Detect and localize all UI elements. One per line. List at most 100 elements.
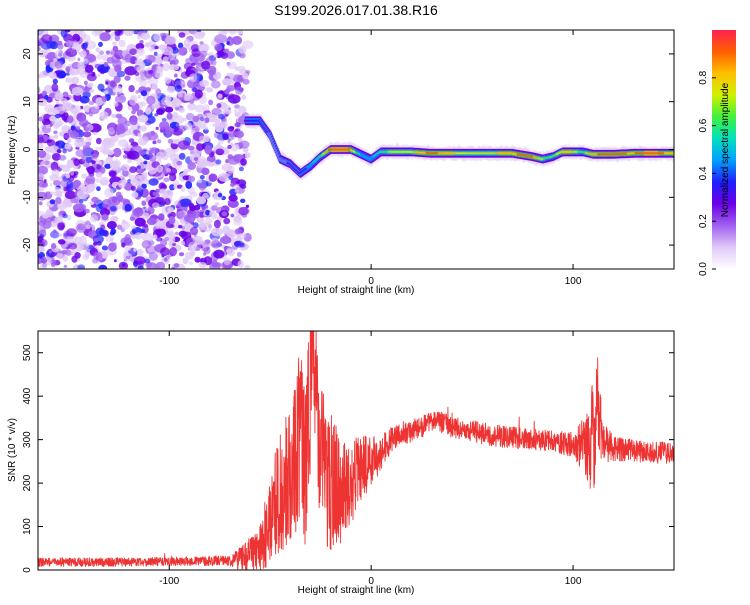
- noise-speckle: [95, 171, 103, 178]
- noise-speckle: [79, 118, 89, 128]
- noise-speckle: [242, 72, 249, 80]
- noise-speckle: [178, 152, 186, 160]
- noise-speckle: [190, 227, 199, 236]
- noise-speckle: [48, 135, 55, 141]
- noise-speckle: [38, 143, 44, 150]
- noise-speckle: [234, 240, 245, 248]
- noise-speckle: [83, 126, 90, 132]
- noise-speckle: [159, 127, 165, 133]
- noise-speckle: [178, 125, 187, 132]
- noise-speckle: [42, 220, 52, 229]
- noise-speckle: [165, 106, 174, 113]
- noise-speckle: [129, 97, 137, 106]
- noise-speckle: [44, 160, 50, 165]
- noise-speckle: [38, 86, 41, 95]
- noise-speckle: [190, 44, 200, 52]
- noise-speckle: [45, 249, 55, 259]
- chart-title: S199.2026.017.01.38.R16: [274, 2, 438, 18]
- noise-speckle: [160, 247, 170, 257]
- noise-speckle: [230, 183, 235, 187]
- noise-speckle: [182, 175, 189, 180]
- noise-speckle: [147, 69, 154, 75]
- snr-series: [38, 331, 674, 570]
- noise-speckle: [70, 126, 75, 131]
- noise-speckle: [39, 233, 45, 239]
- noise-speckle: [51, 153, 61, 161]
- noise-speckle: [140, 32, 151, 40]
- noise-speckle: [180, 219, 186, 224]
- noise-speckle: [110, 31, 116, 37]
- noise-speckle: [234, 228, 242, 235]
- noise-speckle: [69, 131, 80, 139]
- x-tick-label: 0: [368, 576, 374, 587]
- spectrogram-x-label: Height of straight line (km): [298, 285, 415, 296]
- noise-speckle: [148, 47, 155, 52]
- noise-speckle: [193, 157, 199, 161]
- noise-speckle: [124, 53, 132, 63]
- noise-speckle: [118, 261, 129, 269]
- noise-speckle: [161, 97, 169, 106]
- noise-speckle: [54, 190, 63, 197]
- noise-speckle: [123, 182, 133, 191]
- noise-speckle: [158, 219, 166, 227]
- y-tick-label: -20: [22, 237, 33, 252]
- noise-speckle: [114, 34, 121, 42]
- spectrogram-x-ticks: -100 0 100: [159, 30, 582, 287]
- noise-speckle: [126, 150, 140, 160]
- colorbar: 0.0 0.2 0.4 0.6 0.8 Normalized spectral ampl…: [698, 30, 736, 276]
- noise-speckle: [214, 202, 220, 207]
- noise-speckle: [232, 74, 243, 83]
- noise-speckle: [50, 191, 55, 195]
- noise-speckle: [54, 187, 61, 192]
- noise-speckle: [125, 222, 129, 226]
- noise-speckle: [178, 47, 188, 56]
- x-tick-label: 0: [368, 276, 374, 287]
- noise-speckle: [158, 213, 165, 221]
- noise-speckle: [199, 79, 210, 87]
- noise-speckle: [135, 55, 140, 59]
- noise-speckle: [98, 41, 103, 48]
- noise-speckle: [221, 211, 228, 217]
- noise-speckle: [39, 263, 47, 269]
- noise-speckle: [105, 50, 110, 55]
- noise-speckle: [174, 85, 183, 92]
- noise-speckle: [88, 100, 95, 106]
- noise-speckle: [54, 49, 63, 59]
- noise-speckle: [169, 175, 174, 181]
- noise-speckle: [129, 216, 135, 222]
- noise-speckle: [185, 237, 196, 245]
- noise-speckle: [138, 150, 147, 156]
- noise-speckle: [128, 174, 137, 183]
- noise-speckle: [215, 148, 225, 156]
- noise-speckle: [76, 223, 87, 233]
- noise-speckle: [108, 127, 115, 135]
- noise-speckle: [214, 118, 221, 126]
- noise-speckle: [192, 209, 200, 219]
- noise-speckle: [129, 48, 138, 55]
- noise-speckle: [92, 131, 97, 136]
- noise-speckle: [228, 30, 238, 35]
- noise-speckle: [197, 179, 203, 184]
- noise-speckle: [84, 208, 90, 214]
- noise-speckle: [176, 210, 185, 219]
- y-tick-label: 500: [22, 344, 33, 361]
- noise-speckle: [93, 251, 103, 261]
- noise-speckle: [141, 200, 147, 206]
- noise-speckle: [103, 61, 109, 68]
- noise-speckle: [141, 240, 152, 249]
- noise-speckle: [113, 216, 118, 221]
- y-tick-label: 200: [22, 474, 33, 491]
- noise-speckle: [51, 243, 57, 250]
- noise-speckle: [124, 246, 132, 252]
- noise-speckle: [166, 167, 172, 173]
- noise-speckle: [57, 70, 66, 79]
- x-tick-label: -100: [159, 276, 179, 287]
- noise-speckle: [62, 255, 69, 262]
- noise-speckle: [65, 48, 78, 57]
- noise-speckle: [41, 256, 47, 262]
- noise-speckle: [49, 183, 53, 187]
- noise-speckle: [57, 253, 63, 258]
- noise-speckle: [117, 30, 122, 34]
- noise-speckle: [99, 68, 105, 75]
- noise-speckle: [87, 166, 95, 175]
